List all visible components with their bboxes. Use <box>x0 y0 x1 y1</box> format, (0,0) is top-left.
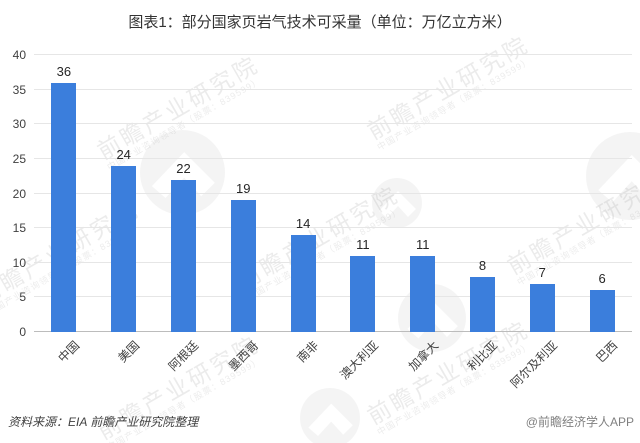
y-gridline <box>34 157 632 159</box>
y-tick-label: 20 <box>12 186 26 201</box>
x-category-label: 利比亚 <box>465 338 501 374</box>
qianzhan-swoosh-icon <box>300 388 360 443</box>
y-gridline <box>34 192 632 194</box>
y-gridline <box>34 296 632 298</box>
bar-value-label: 6 <box>598 271 606 287</box>
bar-slot: 6 巴西 <box>572 55 632 365</box>
bar-slot: 8 利比亚 <box>453 55 513 374</box>
brand-credit: @前瞻经济学人APP <box>525 415 634 429</box>
x-category-label: 澳大利亚 <box>337 338 382 383</box>
x-axis-line <box>34 331 632 332</box>
bar-value-label: 24 <box>116 146 131 162</box>
bar-slot: 22 阿根廷 <box>154 55 214 374</box>
y-tick-label: 10 <box>12 255 26 270</box>
x-category-label: 阿尔及利亚 <box>508 338 561 391</box>
y-gridline <box>34 261 632 263</box>
bar-slot: 11 加拿大 <box>393 55 453 374</box>
y-tick-label: 25 <box>12 151 26 166</box>
source-note: 资料来源：EIA 前瞻产业研究院整理 <box>8 415 199 429</box>
bar <box>51 82 77 332</box>
y-gridline <box>34 54 632 55</box>
y-tick-label: 35 <box>12 82 26 97</box>
bar-slot: 36 中国 <box>34 55 94 365</box>
bar-value-label: 8 <box>478 257 487 273</box>
x-category-label: 加拿大 <box>405 338 441 374</box>
x-category-label: 墨西哥 <box>226 338 262 374</box>
x-category-label: 美国 <box>115 338 142 366</box>
bar-value-label: 11 <box>356 236 370 252</box>
plot-area: 0 5 10 15 20 25 30 35 40 36 中国 24 美国 22 阿根廷 19 墨西哥 14 南非 11… <box>13 49 632 391</box>
bar-slot: 24 美国 <box>94 55 154 365</box>
y-tick-label: 40 <box>12 48 26 62</box>
x-category-label: 巴西 <box>593 338 621 366</box>
bar <box>170 179 196 332</box>
chart-title: 图表1：部分国家页岩气技术可采量（单位：万亿立方米） <box>128 14 512 31</box>
bar <box>111 165 137 332</box>
bar <box>529 283 555 332</box>
bar <box>350 255 376 332</box>
y-gridline <box>34 88 632 90</box>
bar-slot: 19 墨西哥 <box>213 55 273 373</box>
y-tick-label: 30 <box>12 117 26 132</box>
bar-slot: 14 南非 <box>273 55 333 365</box>
y-gridline <box>34 123 632 125</box>
bar-value-label: 11 <box>415 236 430 252</box>
bar-value-label: 14 <box>295 216 311 232</box>
bar-value-label: 19 <box>236 181 251 197</box>
y-tick-label: 15 <box>12 221 26 236</box>
bar-value-label: 7 <box>538 264 546 280</box>
bar <box>290 235 316 332</box>
bar-value-label: 22 <box>176 160 191 176</box>
y-gridline <box>34 227 632 229</box>
y-tick-label: 0 <box>19 325 26 339</box>
bar-value-label: 36 <box>56 63 72 79</box>
bar <box>230 200 256 332</box>
x-category-label: 南非 <box>294 338 322 366</box>
y-tick-label: 5 <box>19 290 26 305</box>
bar <box>589 290 615 332</box>
bar <box>410 255 436 332</box>
bar <box>469 276 495 332</box>
x-category-label: 中国 <box>55 338 83 366</box>
x-category-label: 阿根廷 <box>166 338 202 374</box>
bar-slot: 11 澳大利亚 <box>333 55 393 382</box>
bar-slot: 7 阿尔及利亚 <box>508 55 572 391</box>
